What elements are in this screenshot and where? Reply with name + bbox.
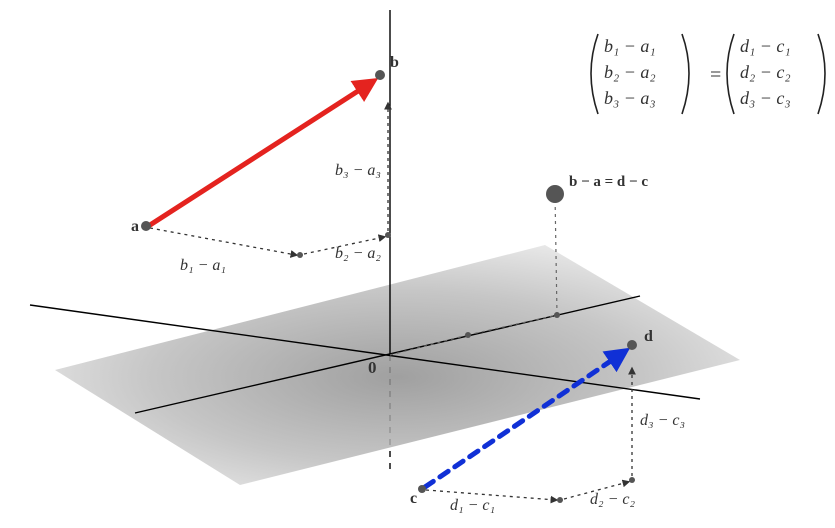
decomp-a1-arrow xyxy=(150,228,296,255)
xy-plane xyxy=(55,245,740,485)
svg-text:b₂ − a₂: b₂ − a₂ xyxy=(604,62,656,82)
label-d1-c1: d₁ − c₁ xyxy=(450,497,495,514)
label-c: c xyxy=(410,490,417,507)
point-diff xyxy=(546,185,564,203)
svg-text:d₃ − c₃: d₃ − c₃ xyxy=(740,88,791,108)
svg-text:b₃ − a₃: b₃ − a₃ xyxy=(604,88,656,108)
svg-text:d₁ − c₁: d₁ − c₁ xyxy=(740,36,791,56)
label-a: a xyxy=(131,218,139,235)
point-a xyxy=(141,221,151,231)
label-d3-c3: d₃ − c₃ xyxy=(640,412,685,429)
label-diff: b − a = d − c xyxy=(569,174,648,190)
label-b: b xyxy=(390,54,399,71)
point-d xyxy=(627,340,637,350)
point-b xyxy=(375,70,385,80)
aux-dot-o2 xyxy=(554,312,560,318)
point-c xyxy=(418,485,426,493)
label-b1-a1: b₁ − a₁ xyxy=(180,257,226,274)
label-b3-a3: b₃ − a₃ xyxy=(335,162,381,179)
svg-text:=: = xyxy=(710,64,721,86)
svg-text:b₁ − a₁: b₁ − a₁ xyxy=(604,36,656,56)
label-d: d xyxy=(644,328,653,345)
aux-dot-o1 xyxy=(465,332,471,338)
aux-dot-a2 xyxy=(385,232,391,238)
label-b2-a2: b₂ − a₂ xyxy=(335,245,381,262)
aux-dot-c1 xyxy=(557,497,563,503)
aux-dot-c2 xyxy=(629,477,635,483)
label-origin: 0 xyxy=(368,358,377,377)
label-d2-c2: d₂ − c₂ xyxy=(590,491,635,508)
vector-ab xyxy=(150,82,372,225)
vector-diagram: a b c d b − a = d − c 0 b₁ − a₁ b₂ − a₂ b₃ − a₃ d… xyxy=(0,0,835,528)
aux-dot-a1 xyxy=(297,252,303,258)
svg-text:d₂ − c₂: d₂ − c₂ xyxy=(740,62,791,82)
equation-matrix: b₁ − a₁ b₂ − a₂ b₃ − a₃ = d₁ − c₁ d₂ − c₂ d₃ −… xyxy=(591,34,825,114)
